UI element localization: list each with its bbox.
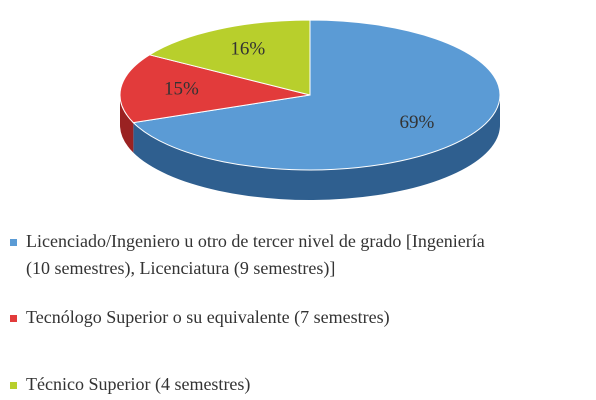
legend-entry: Licenciado/Ingeniero u otro de tercer ni…	[10, 228, 570, 282]
legend-swatch	[10, 382, 17, 389]
data-label: 69%	[399, 112, 434, 133]
legend-label: Técnico Superior (4 semestres)	[26, 374, 251, 394]
pie-area: 69% 15% 16%	[119, 19, 501, 201]
legend-label: Tecnólogo Superior o su equivalente (7 s…	[26, 307, 390, 327]
slice	[132, 19, 501, 171]
legend-entry: Técnico Superior (4 semestres)	[10, 371, 570, 398]
legend-entry: Tecnólogo Superior o su equivalente (7 s…	[10, 304, 570, 331]
slice-side	[133, 95, 501, 201]
data-label: 15%	[164, 79, 199, 100]
legend: Licenciado/Ingeniero u otro de tercer ni…	[10, 228, 570, 398]
data-label: 16%	[230, 39, 265, 60]
legend-label: Licenciado/Ingeniero u otro de tercer ni…	[26, 231, 485, 278]
legend-swatch	[10, 239, 17, 246]
slice	[119, 54, 311, 124]
legend-swatch	[10, 315, 17, 322]
slice	[148, 19, 311, 96]
